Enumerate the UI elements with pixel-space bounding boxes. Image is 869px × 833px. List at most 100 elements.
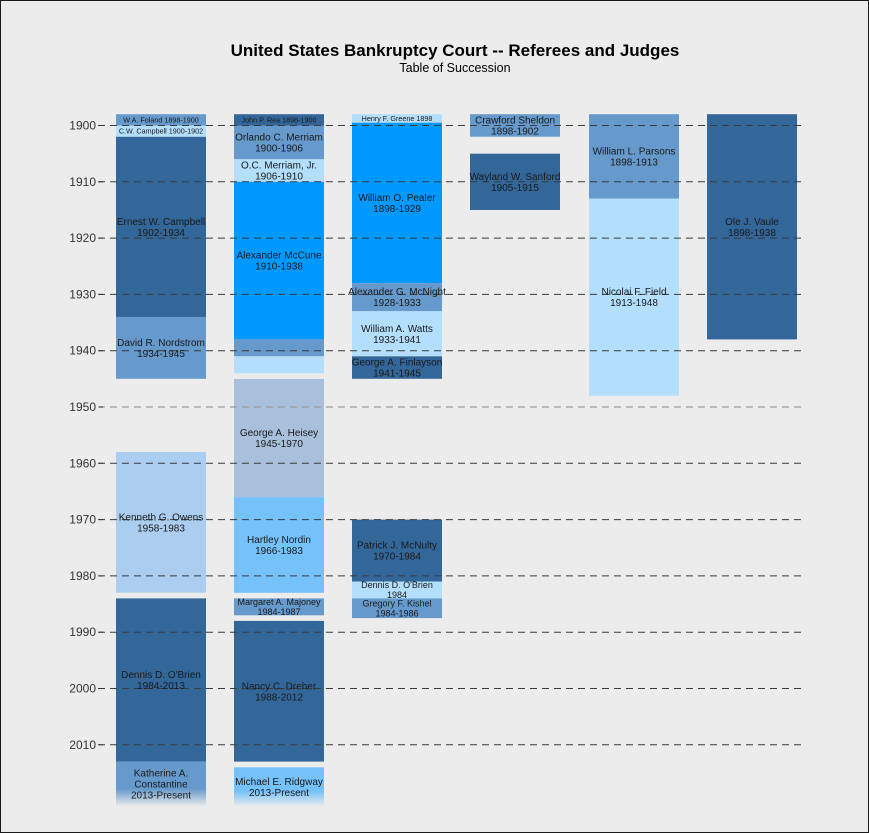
tenure-label-line: Ole J. Vaule: [725, 217, 779, 228]
tenure-label-line: 1902-1934: [137, 228, 185, 239]
tenure-label-john-p-rea-1898-1900: John P. Rea 1898-1900: [242, 115, 317, 124]
tenure-bar-c-w-campbell-1900-1902: [116, 125, 206, 137]
tenure-label-line: 1966-1983: [255, 546, 303, 557]
tenure-label-line: Patrick J. McNulty: [357, 541, 437, 552]
tenure-label-william-o-pealer: William O. Pealer 1898-1929: [358, 193, 436, 215]
tenure-label-william-a-watts: William A. Watts 1933-1941: [361, 324, 433, 346]
tenure-label-line: 1906-1910: [255, 172, 303, 183]
tick-label-1920: 1920: [69, 231, 96, 245]
tenure-label-henry-f-greene-1898: Henry F. Greene 1898: [362, 114, 433, 123]
tick-label-1900: 1900: [69, 119, 96, 133]
tenure-label-line: W.A. Foland 1898-1900: [123, 115, 199, 124]
tenure-label-line: Nancy C. Dreher: [242, 681, 317, 692]
tenure-label-alexander-mccune: Alexander McCune 1910-1938: [236, 251, 321, 273]
tenure-label-line: Wayland W. Sanford: [470, 172, 561, 183]
tick-label-1930: 1930: [69, 287, 96, 301]
tick-label-2010: 2010: [69, 738, 96, 752]
tenure-label-line: 1928-1933: [373, 298, 421, 309]
tenure-bar-unlabeled-12: [234, 356, 324, 374]
tenure-label-line: George A. Finlayson: [352, 358, 443, 369]
tenure-label-kenneth-g-owens: Kenneth G. Owens 1958-1983: [119, 512, 204, 534]
tenure-label-katherine-a: Katherine A. Constantine 2013-Present: [131, 769, 191, 802]
tenure-bar-o-c-merriam-jr: [234, 159, 324, 182]
tick-label-2000: 2000: [69, 682, 96, 696]
tenure-label-line: Kenneth G. Owens: [119, 512, 204, 523]
tenure-label-ole-j-vaule: Ole J. Vaule 1898-1938: [725, 217, 779, 239]
tenure-bar-margaret-a-majoney: [234, 598, 324, 616]
tick-label-1940: 1940: [69, 344, 96, 358]
tenure-bar-john-p-rea-1898-1900: [234, 114, 324, 126]
tenure-label-line: William L. Parsons: [593, 147, 676, 158]
tenure-bar-crawford-sheldon: [470, 114, 560, 137]
tenure-label-line: 1984: [387, 590, 407, 600]
tenure-bar-alexander-mccune: [234, 181, 324, 340]
tenure-label-line: 1984-1987: [257, 607, 300, 617]
tenure-label-line: Alexander McCune: [236, 251, 321, 262]
tenure-label-line: William O. Pealer: [358, 193, 436, 204]
tenure-bar-ernest-w-campbell: [116, 136, 206, 317]
tenure-label-gregory-f-kishel: Gregory F. Kishel 1984-1986: [362, 598, 431, 618]
tenure-label-ernest-w-campbell: Ernest W. Campbell 1902-1934: [117, 217, 205, 239]
tenure-label-line: 1934-1945: [137, 349, 185, 360]
tenure-label-line: Alexander G. McNight: [348, 287, 446, 298]
tenure-label-michael-e-ridgway: Michael E. Ridgway 2013-Present: [235, 777, 323, 799]
tenure-label-line: George A. Heisey: [240, 428, 318, 439]
tenure-label-line: Constantine: [134, 780, 188, 791]
tenure-bar-kenneth-g-owens: [116, 452, 206, 593]
tenure-bar-hartley-nordin: [234, 497, 324, 593]
tenure-label-nancy-c-dreher: Nancy C. Dreher 1988-2012: [242, 681, 317, 703]
tick-label-1990: 1990: [69, 625, 96, 639]
tenure-label-line: Ernest W. Campbell: [117, 217, 205, 228]
tenure-label-line: 1984-1986: [375, 608, 418, 618]
tenure-label-line: 1898-1929: [373, 204, 421, 215]
tenure-label-line: 1941-1945: [373, 369, 421, 380]
tenure-bar-gregory-f-kishel: [352, 598, 442, 619]
tenure-label-w-a-foland-1898-1900: W.A. Foland 1898-1900: [123, 115, 199, 124]
tenure-label-alexander-g-mcnight: Alexander G. McNight 1928-1933: [348, 287, 446, 309]
tenure-label-line: 1898-1938: [728, 228, 776, 239]
tenure-label-line: 1984-2013: [137, 681, 185, 692]
tenure-label-o-c-merriam-jr: O.C. Merriam, Jr. 1906-1910: [241, 161, 317, 183]
tenure-label-line: Hartley Nordin: [247, 535, 311, 546]
tenure-label-line: 1910-1938: [255, 262, 303, 273]
tenure-bar-katherine-a: [116, 761, 206, 807]
tenure-label-line: Margaret A. Majoney: [237, 597, 321, 607]
tenure-label-margaret-a-majoney: Margaret A. Majoney 1984-1987: [237, 597, 321, 617]
tenure-label-dennis-d-o-brien: Dennis D. O'Brien 1984-2013: [121, 670, 201, 692]
tenure-label-c-w-campbell-1900-1902: C.W. Campbell 1900-1902: [119, 127, 203, 136]
tenure-label-nicolai-f-field: Nicolai F. Field 1913-1948: [601, 287, 666, 309]
tenure-label-orlando-c-merriam: Orlando C. Merriam 1900-1906: [235, 132, 323, 154]
tenure-label-line: 1913-1948: [610, 298, 658, 309]
tenure-label-line: 2013-Present: [131, 791, 191, 802]
tenure-label-line: Orlando C. Merriam: [235, 132, 323, 143]
tick-label-1970: 1970: [69, 513, 96, 527]
tenure-label-david-r-nordstrom: David R. Nordstrom 1934-1945: [117, 338, 205, 360]
chart-subtitle: Table of Succession: [399, 61, 510, 75]
tenure-bar-david-r-nordstrom: [116, 316, 206, 379]
tick-label-1980: 1980: [69, 569, 96, 583]
tenure-label-line: 1970-1984: [373, 552, 421, 563]
tenure-bar-ole-j-vaule: [707, 114, 797, 340]
tenure-label-line: John P. Rea 1898-1900: [242, 115, 317, 124]
tenure-label-line: William A. Watts: [361, 324, 433, 335]
tenure-label-crawford-sheldon: Crawford Sheldon 1898-1902: [475, 116, 555, 138]
tenure-label-george-a-finlayson: George A. Finlayson 1941-1945: [352, 358, 443, 380]
tenure-label-line: 1898-1902: [491, 127, 539, 138]
tenure-label-line: 1933-1941: [373, 335, 421, 346]
tenure-label-line: C.W. Campbell 1900-1902: [119, 127, 203, 136]
tenure-bar-george-a-heisey: [234, 378, 324, 498]
tenure-bar-michael-e-ridgway: [234, 767, 324, 807]
tenure-bar-henry-f-greene-1898: [352, 114, 442, 123]
tenure-label-william-l-parsons: William L. Parsons 1898-1913: [593, 147, 676, 169]
tenure-label-line: Katherine A.: [134, 769, 188, 780]
tenure-label-hartley-nordin: Hartley Nordin 1966-1983: [247, 535, 311, 557]
tenure-bar-william-o-pealer: [352, 122, 442, 284]
tenure-label-line: Gregory F. Kishel: [362, 598, 431, 608]
tenure-label-dennis-d-o-brien: Dennis D. O'Brien 1984: [361, 580, 433, 600]
tenure-bars: [116, 114, 797, 807]
tenure-bar-patrick-j-mcnulty: [352, 519, 442, 582]
tenure-label-line: Dennis D. O'Brien: [121, 670, 201, 681]
tenure-bar-william-l-parsons: [589, 114, 679, 199]
tenure-bar-alexander-g-mcnight: [352, 283, 442, 312]
tenure-label-george-a-heisey: George A. Heisey 1945-1970: [240, 428, 318, 450]
